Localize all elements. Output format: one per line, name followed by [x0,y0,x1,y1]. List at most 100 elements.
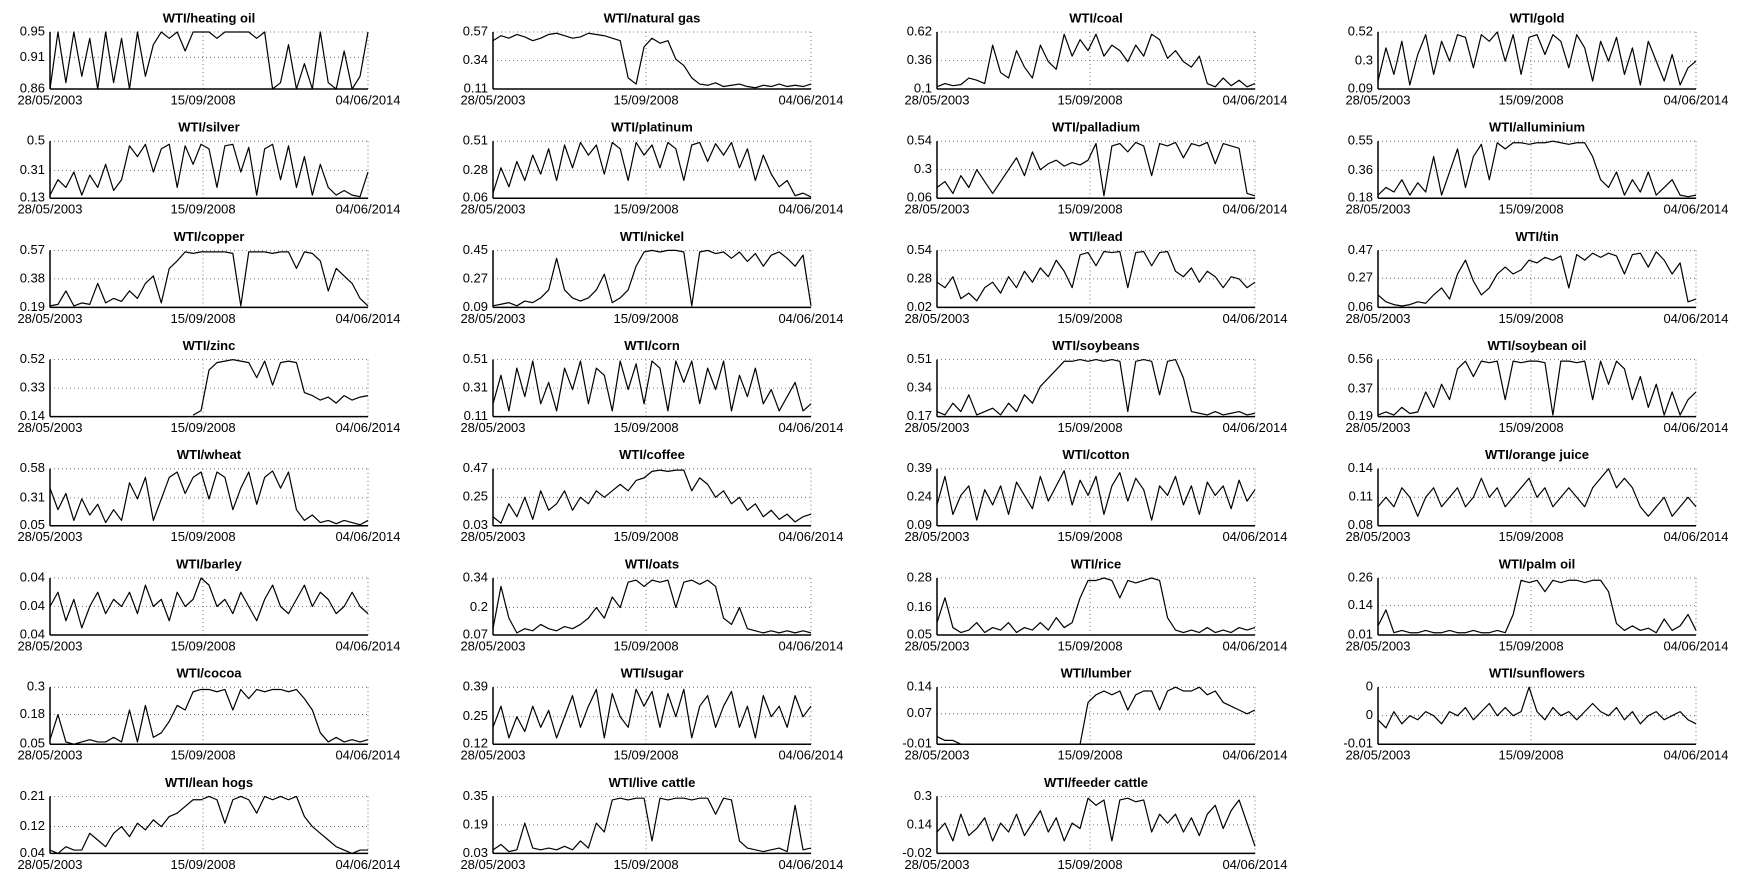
x-tick-label: 28/05/2003 [460,311,525,326]
x-tick-label: 04/06/2014 [335,420,400,435]
y-tick-label: 0.18 [1348,190,1373,205]
series-line [49,577,369,629]
y-tick-label: 0.12 [20,818,45,833]
x-tick-label: 04/06/2014 [1222,857,1287,872]
x-tick-label: 28/05/2003 [17,638,82,653]
chart-title: WTI/palm oil [1499,556,1576,571]
y-tick-label: 0.19 [463,816,488,831]
x-tick-label: 04/06/2014 [1222,420,1287,435]
y-tick-label: 0 [1366,679,1373,694]
y-tick-label: 0.51 [463,351,488,366]
series-line [936,33,1256,88]
x-tick-label: 04/06/2014 [1663,311,1728,326]
y-tick-label: 0.28 [907,270,932,285]
y-tick-label: 0.17 [907,408,932,423]
y-tick-label: 0.18 [20,706,45,721]
chart-title: WTI/corn [624,338,680,353]
y-tick-label: 0.08 [1348,517,1373,532]
y-tick-label: 0.27 [1348,270,1373,285]
chart-title: WTI/lead [1069,229,1123,244]
y-tick-label: 0.14 [907,679,932,694]
x-tick-label: 04/06/2014 [335,857,400,872]
y-tick-label: 0.62 [907,23,932,38]
x-tick-label: 04/06/2014 [778,420,843,435]
x-tick-label: 28/05/2003 [460,857,525,872]
y-tick-label: 0.09 [907,517,932,532]
chart-title: WTI/barley [176,556,243,571]
y-tick-label: 0.57 [20,242,45,257]
y-tick-label: 0.03 [463,517,488,532]
y-tick-label: 0.11 [464,80,488,95]
x-tick-label: 28/05/2003 [1345,748,1410,763]
x-tick-label: 04/06/2014 [778,529,843,544]
y-tick-label: -0.01 [902,736,932,751]
x-tick-label: 15/09/2008 [1057,529,1122,544]
y-tick-label: 0.2 [470,599,488,614]
x-tick-label: 28/05/2003 [904,748,969,763]
series-line [936,577,1256,634]
y-tick-label: 0.37 [1348,380,1373,395]
x-tick-label: 28/05/2003 [904,529,969,544]
x-tick-label: 04/06/2014 [778,311,843,326]
y-tick-label: 0 [1366,707,1373,722]
y-tick-label: 0.27 [463,270,488,285]
x-tick-label: 28/05/2003 [904,92,969,107]
series-line [49,795,368,854]
chart-title: WTI/natural gas [604,10,701,25]
x-tick-label: 15/09/2008 [170,857,235,872]
y-tick-label: 0.56 [1348,351,1373,366]
x-tick-label: 15/09/2008 [1057,420,1122,435]
x-tick-label: 15/09/2008 [170,748,235,763]
y-tick-label: 0.13 [20,190,45,205]
series-line [492,360,812,412]
chart-title: WTI/nickel [620,229,684,244]
x-tick-label: 15/09/2008 [613,748,678,763]
x-tick-label: 04/06/2014 [1663,529,1728,544]
y-tick-label: 0.54 [907,133,932,148]
chart-title: WTI/copper [174,229,245,244]
x-tick-label: 15/09/2008 [613,857,678,872]
series-line [49,251,369,307]
x-tick-label: 28/05/2003 [1345,529,1410,544]
series-line [192,359,369,416]
chart-title: WTI/oats [625,556,679,571]
y-tick-label: 0.35 [463,788,488,803]
y-tick-label: 0.07 [907,705,932,720]
chart-title: WTI/alluminium [1489,120,1585,135]
x-tick-label: 15/09/2008 [170,92,235,107]
y-tick-label: 0.55 [1348,133,1373,148]
y-tick-label: 0.39 [907,460,932,475]
series-line [492,249,812,307]
series-line [1377,251,1697,307]
y-tick-label: 0.39 [463,679,488,694]
series-line [936,470,1256,521]
x-tick-label: 15/09/2008 [1498,420,1563,435]
y-tick-label: 0.51 [907,351,932,366]
y-tick-label: 0.38 [20,270,45,285]
x-tick-label: 28/05/2003 [1345,311,1410,326]
y-tick-label: 0.09 [1348,80,1373,95]
x-tick-label: 15/09/2008 [1057,638,1122,653]
x-tick-label: 04/06/2014 [1663,202,1728,217]
series-line [49,470,369,526]
y-tick-label: 0.34 [907,380,932,395]
y-tick-label: 0.04 [20,845,45,860]
series-line [49,31,369,90]
x-tick-label: 28/05/2003 [460,748,525,763]
x-tick-label: 28/05/2003 [460,420,525,435]
series-line [492,579,812,634]
chart-title: WTI/cotton [1062,447,1129,462]
y-tick-label: 0.04 [20,569,45,584]
chart-title: WTI/soybean oil [1488,338,1587,353]
chart-title: WTI/sugar [621,666,684,681]
x-tick-label: 04/06/2014 [778,92,843,107]
x-tick-label: 15/09/2008 [613,529,678,544]
x-tick-label: 15/09/2008 [170,311,235,326]
y-tick-label: 0.36 [1348,162,1373,177]
y-tick-label: 0.34 [463,52,488,67]
x-tick-label: 28/05/2003 [460,202,525,217]
y-tick-label: 0.01 [1348,626,1373,641]
y-tick-label: 0.47 [1348,242,1373,257]
y-tick-label: 0.45 [463,242,488,257]
